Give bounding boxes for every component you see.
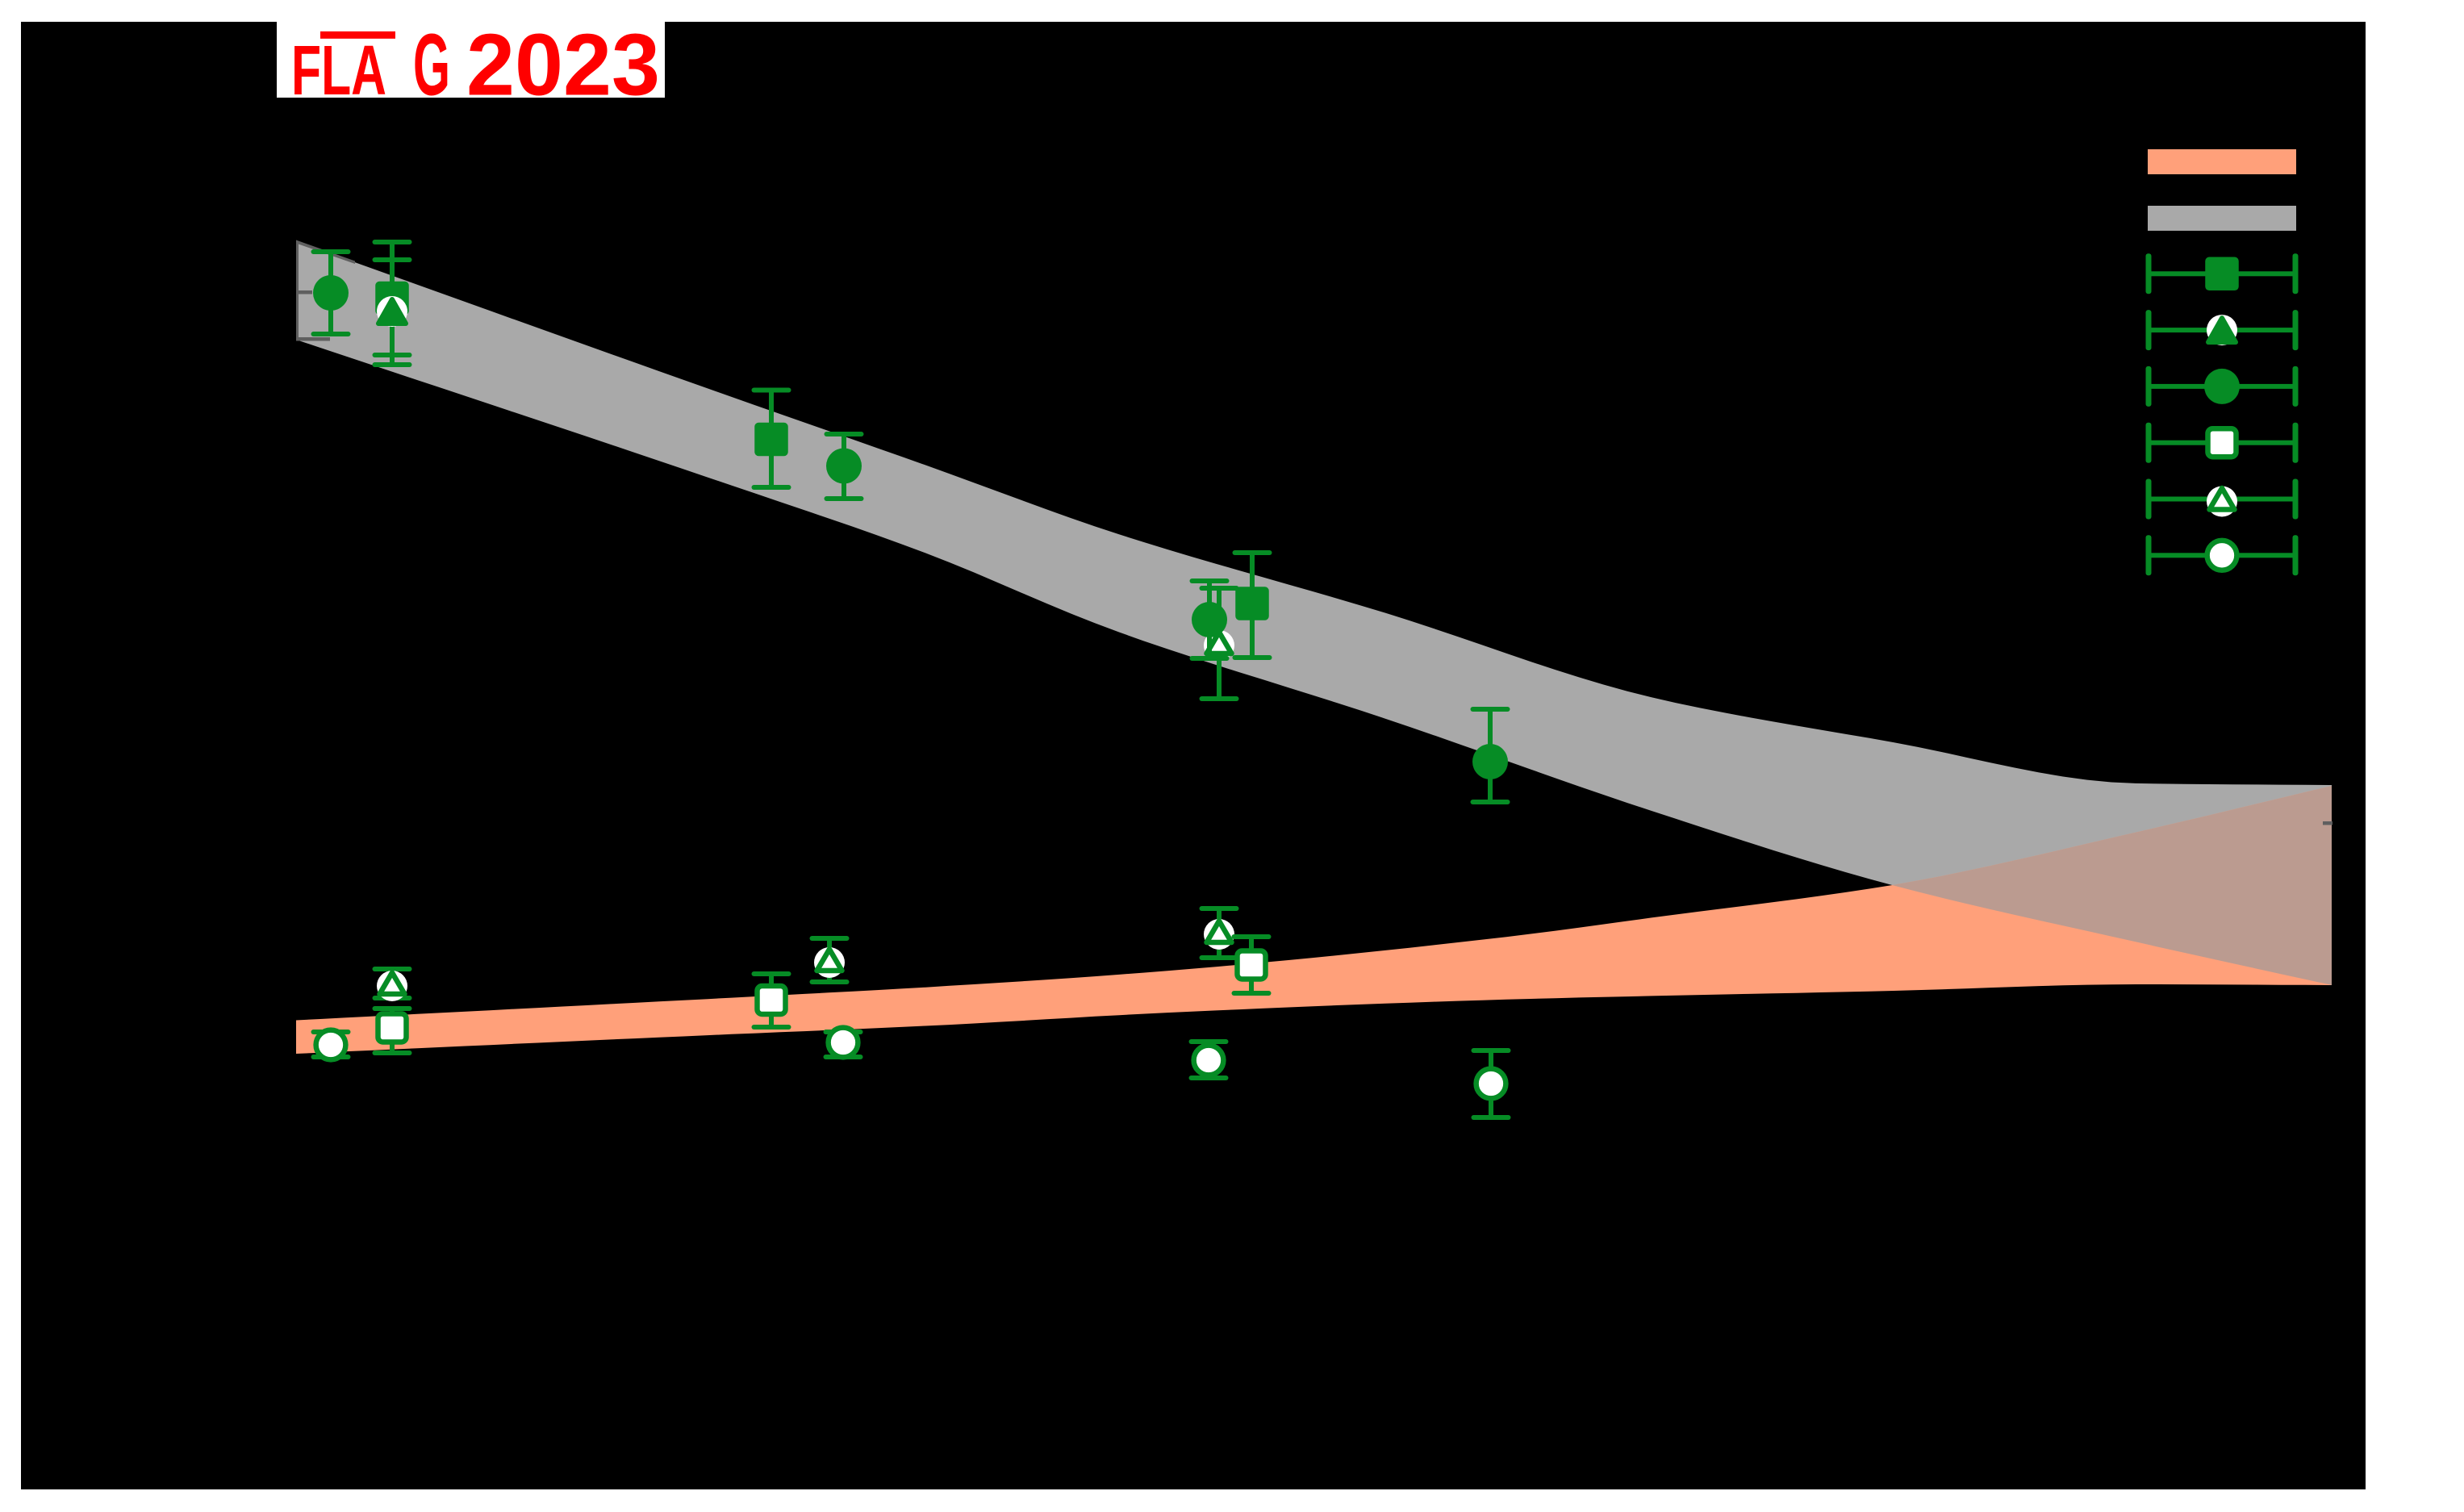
svg-text:2023: 2023 [466,16,660,115]
svg-text:FLA: FLA [291,31,386,110]
svg-text:G: G [413,16,450,115]
